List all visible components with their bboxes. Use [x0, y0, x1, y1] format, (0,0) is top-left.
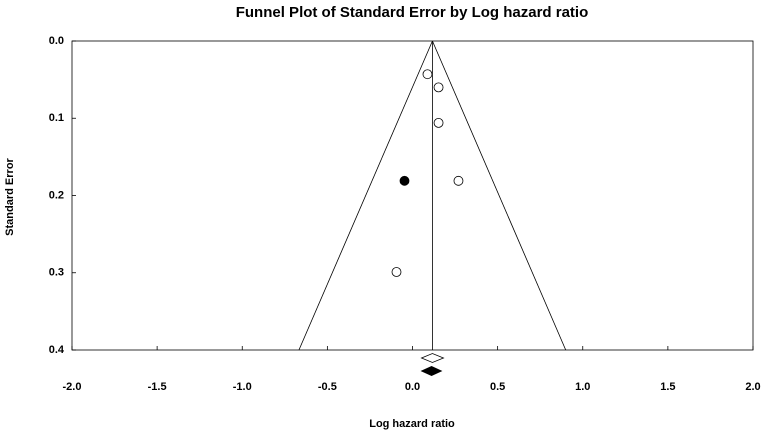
- study-point: [399, 175, 410, 186]
- x-tick-label: 2.0: [745, 381, 760, 393]
- x-tick-label: 1.5: [660, 381, 675, 393]
- study-point: [433, 117, 444, 128]
- x-tick-label: -1.0: [233, 381, 252, 393]
- y-tick-label: 0.3: [49, 267, 64, 279]
- summary-diamond: [420, 366, 443, 376]
- study-point: [391, 267, 402, 277]
- x-tick-label: -2.0: [63, 381, 82, 393]
- funnel-left: [298, 40, 433, 351]
- y-tick-label: 0.0: [49, 35, 64, 47]
- y-tick-label: 0.1: [49, 112, 64, 124]
- x-tick-label: 0.5: [490, 381, 505, 393]
- chart-title: Funnel Plot of Standard Error by Log haz…: [236, 4, 589, 21]
- x-tick-label: -0.5: [318, 381, 337, 393]
- study-point: [453, 175, 464, 186]
- study-point: [433, 82, 444, 93]
- funnel-right: [432, 40, 567, 351]
- x-tick-label: 1.0: [575, 381, 590, 393]
- x-axis-label: Log hazard ratio: [369, 418, 455, 430]
- x-tick-label: 0.0: [405, 381, 420, 393]
- x-tick-label: -1.5: [148, 381, 167, 393]
- summary-diamond: [420, 353, 445, 363]
- y-tick-label: 0.2: [49, 189, 64, 201]
- y-axis-label: Standard Error: [4, 157, 16, 235]
- study-point: [422, 69, 433, 80]
- y-tick-label: 0.4: [49, 344, 65, 356]
